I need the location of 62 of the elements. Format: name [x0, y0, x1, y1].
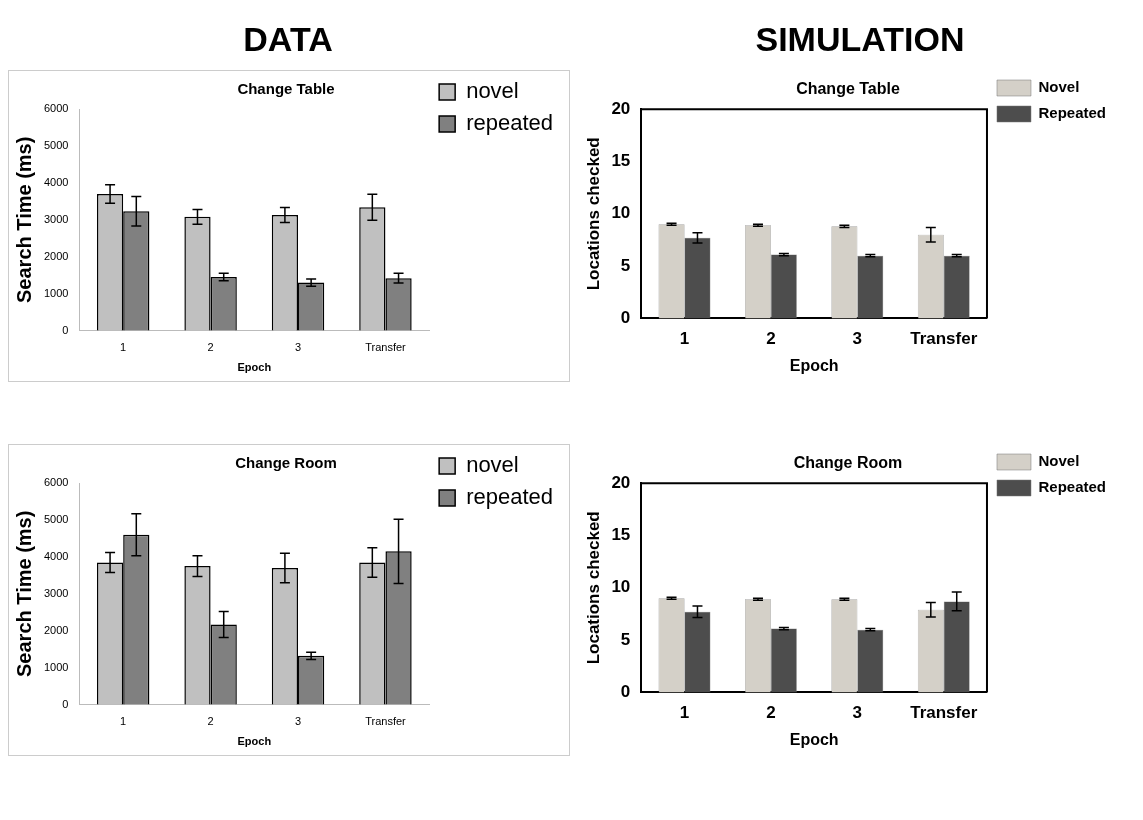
y-axis-title: Search Time (ms)	[12, 136, 35, 303]
y-tick-label: 5000	[43, 512, 69, 525]
legend-label: Novel	[1038, 452, 1080, 470]
y-tick-label: 15	[611, 525, 631, 545]
y-axis-title: Search Time (ms)	[12, 510, 35, 677]
y-tick-label: 0	[620, 308, 631, 328]
legend-label: novel	[466, 78, 519, 104]
x-tick-label: 2	[207, 715, 214, 728]
legend-label: repeated	[466, 484, 554, 510]
y-tick-label: 5	[620, 255, 631, 275]
x-tick-label: Transfer	[365, 715, 407, 728]
y-tick-label: 6000	[43, 102, 69, 115]
y-tick-label: 2000	[43, 249, 69, 262]
y-tick-label: 1000	[43, 286, 69, 299]
x-tick-label: 1	[679, 703, 690, 723]
text: SIMULATION	[755, 19, 965, 59]
x-tick-label: Transfer	[365, 341, 407, 354]
y-tick-label: 0	[62, 697, 69, 710]
y-tick-label: 6000	[43, 476, 69, 489]
y-axis-title: Locations checked	[583, 511, 603, 665]
legend-label: novel	[466, 452, 519, 478]
y-tick-label: 20	[611, 98, 631, 118]
y-tick-label: 4000	[43, 175, 69, 188]
y-tick-label: 1000	[43, 660, 69, 673]
y-tick-label: 10	[611, 203, 631, 223]
chart-title: Change Room	[235, 454, 337, 472]
x-tick-label: 1	[679, 329, 690, 349]
y-tick-label: 3000	[43, 586, 69, 599]
y-axis-title: Locations checked	[583, 137, 603, 291]
x-axis-title: Epoch	[237, 735, 272, 748]
y-tick-label: 0	[620, 682, 631, 702]
chart-title: Change Table	[796, 80, 900, 98]
x-axis-title: Epoch	[789, 356, 839, 374]
x-tick-label: 3	[294, 715, 302, 728]
x-tick-label: Transfer	[910, 329, 978, 349]
x-axis-title: Epoch	[237, 361, 272, 374]
x-tick-label: 3	[852, 703, 863, 723]
y-tick-label: 10	[611, 577, 631, 597]
y-tick-label: 20	[611, 472, 631, 492]
y-tick-label: 4000	[43, 549, 69, 562]
chart-title: Change Table	[237, 80, 335, 98]
y-tick-label: 15	[611, 151, 631, 171]
x-tick-label: 2	[766, 703, 776, 723]
y-tick-label: 0	[62, 323, 69, 336]
text: DATA	[243, 19, 333, 59]
legend-label: Repeated	[1038, 478, 1107, 496]
y-tick-label: 5	[620, 629, 631, 649]
y-tick-label: 3000	[43, 212, 69, 225]
x-tick-label: 1	[120, 715, 127, 728]
x-tick-label: 3	[852, 329, 863, 349]
legend-label: Novel	[1038, 78, 1080, 96]
y-tick-label: 5000	[43, 138, 69, 151]
x-axis-title: Epoch	[789, 730, 839, 748]
chart-title: Change Room	[793, 454, 903, 472]
legend-label: Repeated	[1038, 104, 1107, 122]
x-tick-label: 1	[120, 341, 127, 354]
x-tick-label: 3	[294, 341, 302, 354]
y-tick-label: 2000	[43, 623, 69, 636]
x-tick-label: 2	[766, 329, 776, 349]
legend-label: repeated	[466, 110, 554, 136]
x-tick-label: Transfer	[910, 703, 978, 723]
x-tick-label: 2	[207, 341, 214, 354]
